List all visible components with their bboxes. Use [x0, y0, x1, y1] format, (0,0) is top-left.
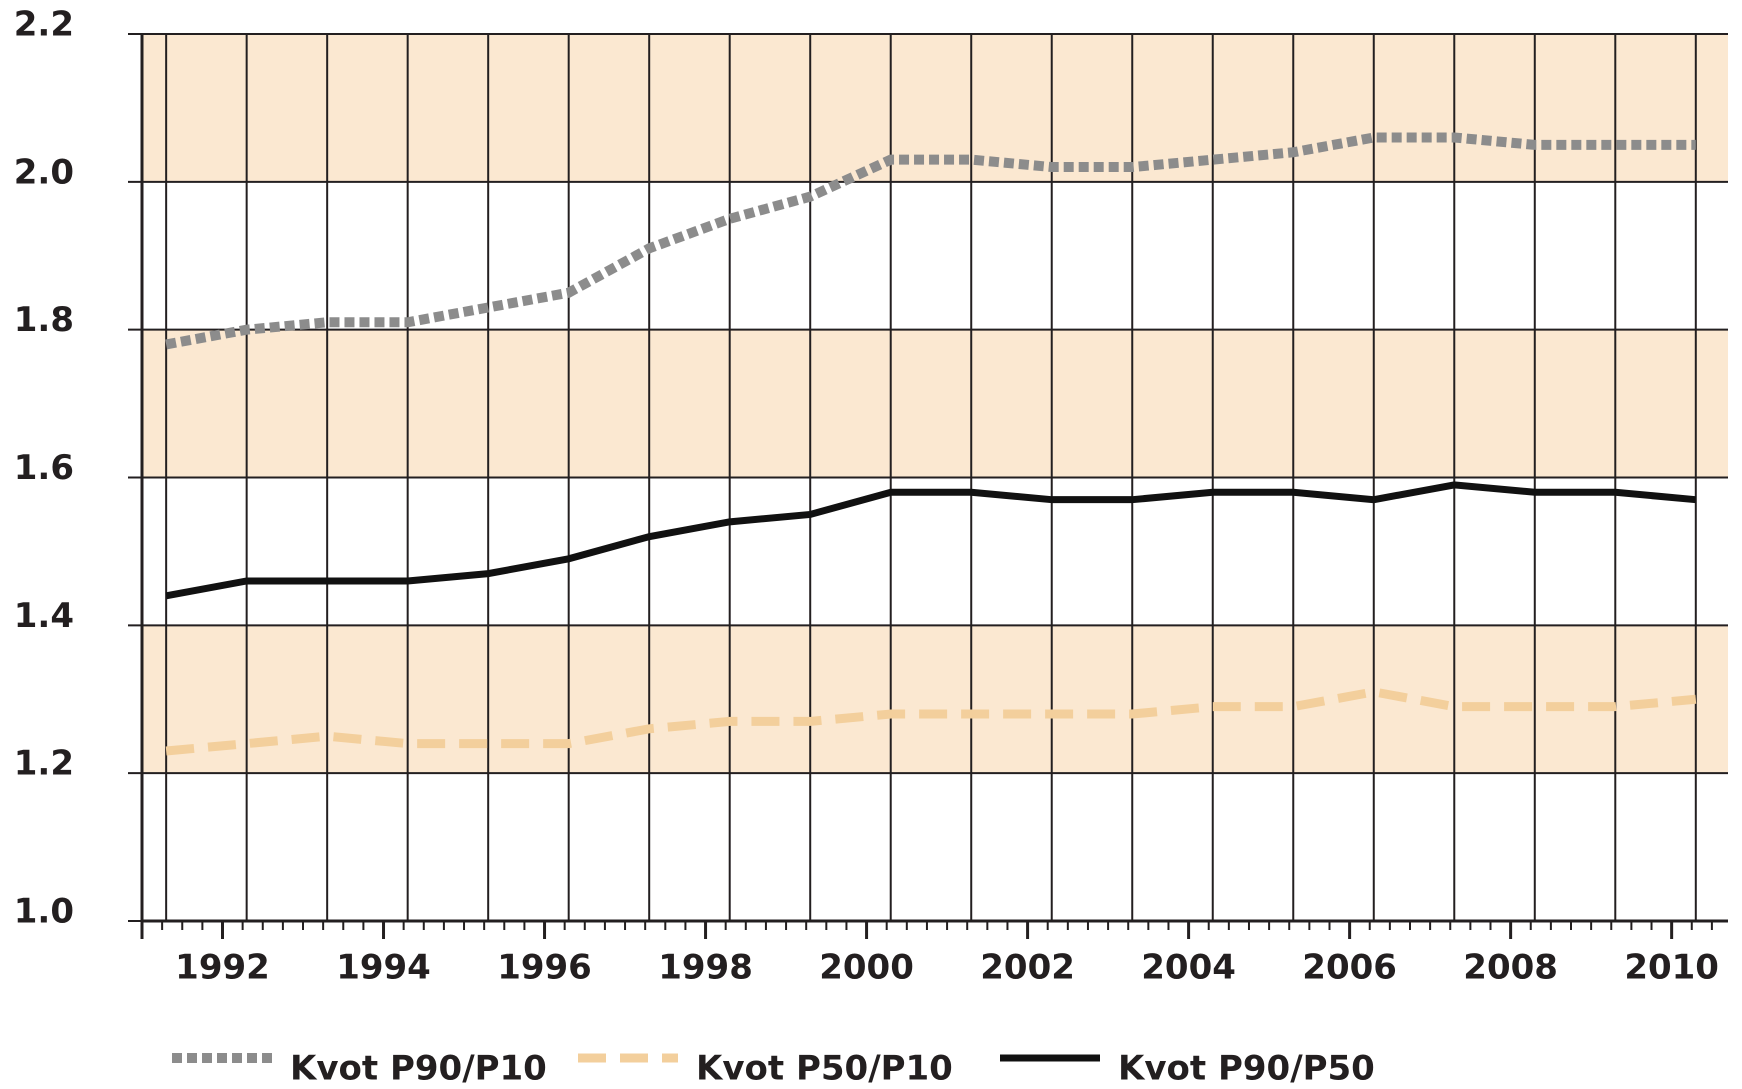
y-tick-label: 1.4	[14, 596, 74, 636]
x-tick-label: 2004	[1141, 948, 1236, 988]
series-line	[165, 687, 1697, 756]
x-tick-label: 1998	[658, 948, 753, 988]
x-tick-label: 1994	[336, 948, 431, 988]
y-tick-label: 1.8	[14, 300, 74, 340]
x-tick-label: 1996	[497, 948, 592, 988]
legend-label: Kvot P90/P10	[290, 1049, 547, 1089]
series-line	[165, 132, 1696, 350]
band	[142, 329, 1728, 478]
y-tick-label: 2.0	[14, 152, 74, 192]
x-tick-label: 2008	[1463, 948, 1558, 988]
band	[142, 625, 1728, 774]
y-tick-label: 1.0	[14, 892, 74, 932]
x-tick-label: 2010	[1624, 948, 1719, 988]
x-tick-label: 2002	[980, 948, 1075, 988]
legend-label: Kvot P90/P50	[1118, 1049, 1375, 1089]
legend-label: Kvot P50/P10	[696, 1049, 953, 1089]
y-tick-label: 2.2	[14, 5, 74, 45]
y-tick-label: 1.6	[14, 448, 74, 488]
x-tick-label: 2006	[1302, 948, 1397, 988]
x-tick-label: 2000	[819, 948, 914, 988]
x-tick-label: 1992	[175, 948, 270, 988]
series-line	[165, 481, 1697, 600]
y-tick-label: 1.2	[14, 744, 74, 784]
